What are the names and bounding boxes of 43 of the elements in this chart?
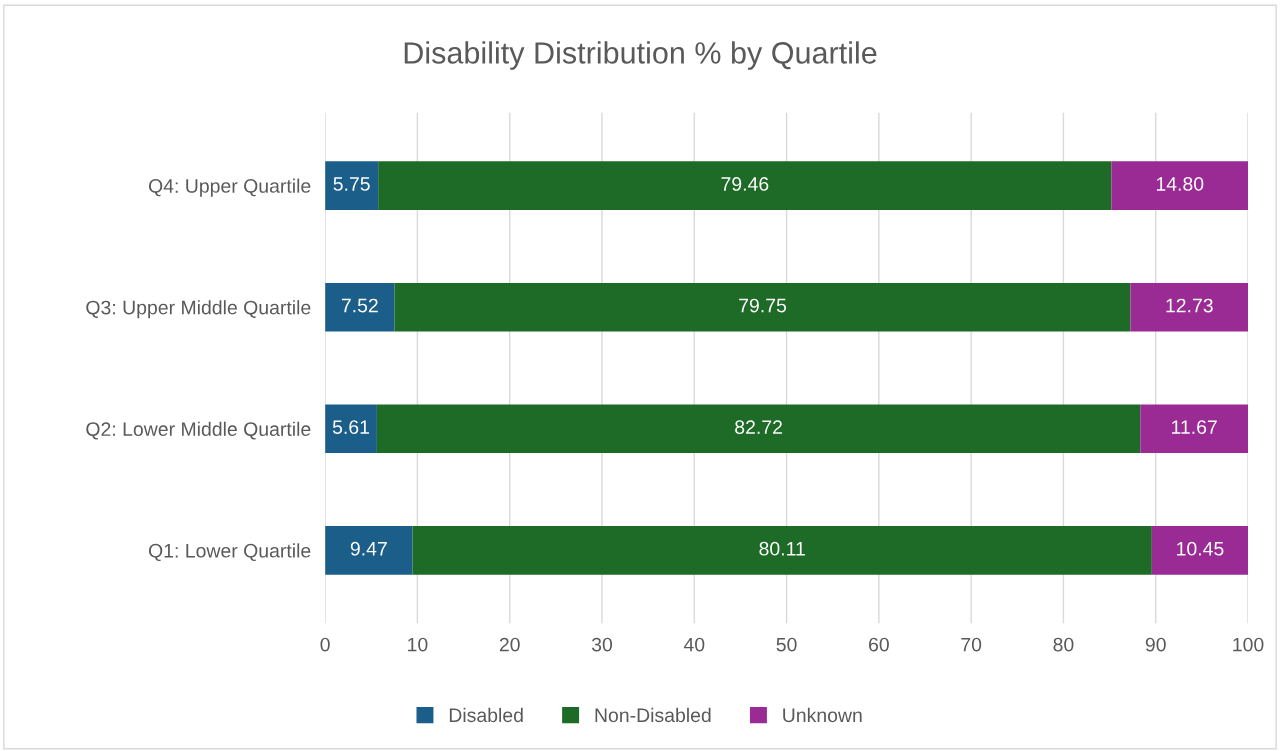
y-tick-label: Q3: Upper Middle Quartile [86,300,311,319]
legend-label: Disabled [449,707,523,723]
x-tick-label: 100 [1233,637,1264,652]
bar [325,526,413,575]
bar [1111,161,1248,210]
bar [1151,526,1248,575]
data-label: 11.67 [1172,420,1217,434]
data-label: 80.11 [759,541,805,556]
legend-label: Non-Disabled [595,707,711,723]
data-label: 14.80 [1156,177,1204,191]
x-tick-label: 30 [591,637,613,652]
data-label: 12.73 [1166,298,1213,313]
bar [1140,404,1248,454]
bar [325,404,377,454]
data-label: 9.47 [350,541,387,556]
chart-title: Disability Distribution % by Quartile [404,41,877,70]
data-label: 10.45 [1177,541,1224,556]
bar [376,404,1141,454]
x-tick-label: 20 [499,637,520,652]
bar [325,161,379,210]
data-label: 7.52 [341,298,378,313]
data-label: 79.46 [721,177,769,191]
data-label: 5.61 [332,420,369,434]
data-label: 79.75 [739,298,787,313]
x-tick-label: 80 [1053,637,1074,652]
bar [1130,282,1248,332]
x-tick-label: 40 [683,637,705,652]
legend-label: Unknown [783,707,862,723]
x-tick-label: 10 [408,637,428,652]
x-tick-label: 90 [1145,637,1166,652]
bar [394,282,1131,332]
bar [412,526,1152,575]
data-label: 5.75 [333,177,370,191]
bar [378,161,1112,210]
x-tick-label: 50 [776,637,797,652]
bar [325,282,395,332]
y-tick-label: Q1: Lower Quartile [148,543,311,562]
x-tick-label: 60 [869,637,889,652]
data-label: 82.72 [735,420,782,434]
y-tick-label: Q4: Upper Quartile [148,178,311,197]
x-tick-label: 70 [961,637,982,652]
x-tick-label: 0 [320,637,330,652]
y-tick-label: Q2: Lower Middle Quartile [86,421,311,440]
